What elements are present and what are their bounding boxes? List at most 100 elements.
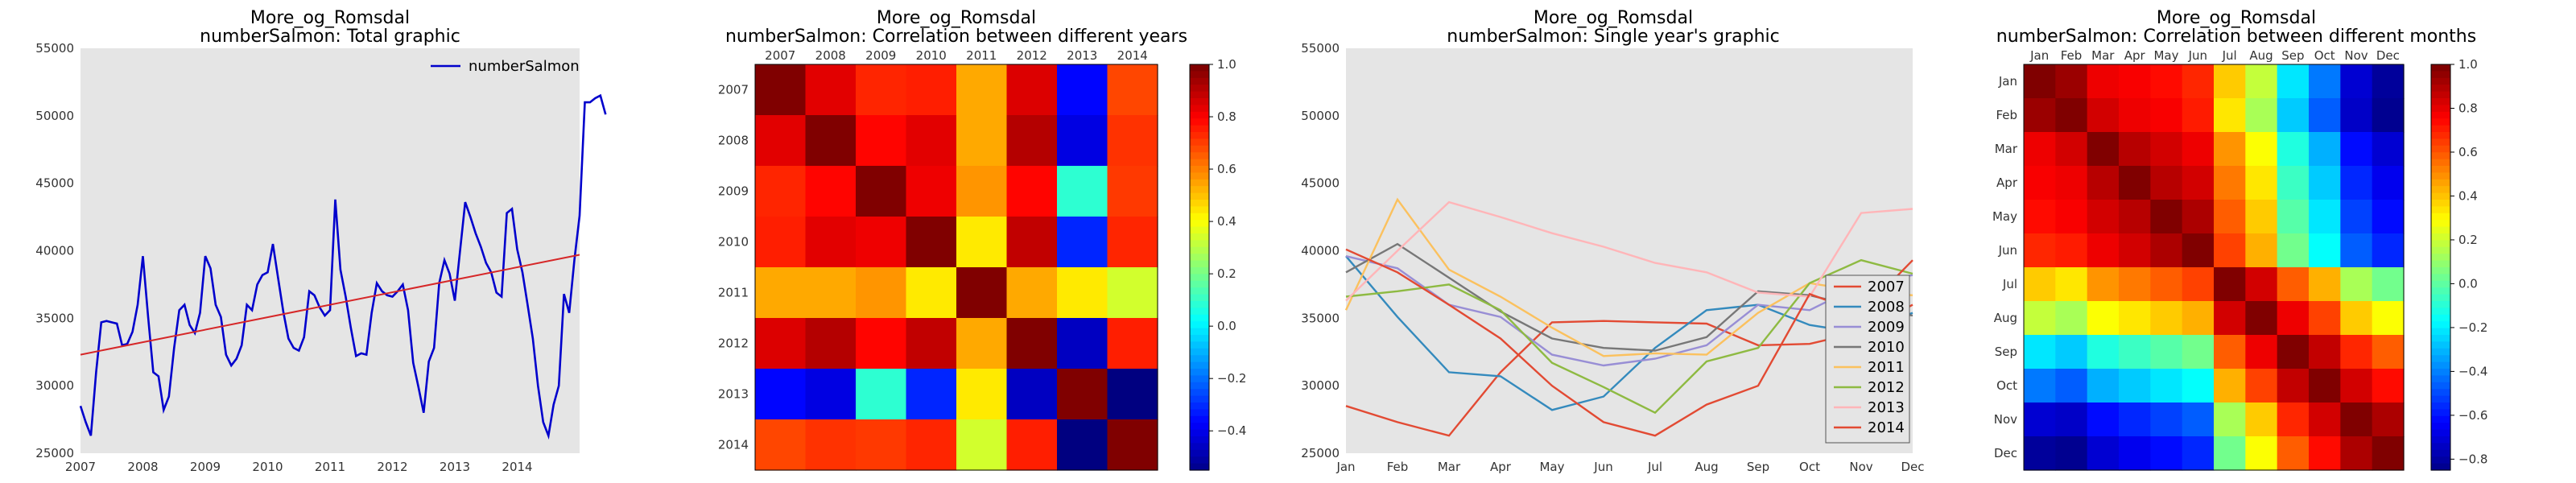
chart3-legend-label: 2013 bbox=[1868, 399, 1905, 416]
chart3-x-tick: Jan bbox=[1335, 460, 1355, 474]
chart3-x-tick: Sep bbox=[1747, 460, 1769, 474]
chart2-cell bbox=[1107, 64, 1158, 116]
chart4-col-label: Oct bbox=[2314, 48, 2335, 63]
chart2-row-label: 2010 bbox=[718, 235, 749, 250]
chart2-cell bbox=[805, 267, 857, 319]
chart2-colorbar-band bbox=[1190, 423, 1209, 431]
chart2-colorbar-band bbox=[1190, 267, 1209, 275]
chart4-cell bbox=[2182, 98, 2215, 133]
chart4-cell bbox=[2150, 200, 2183, 234]
chart4-cell bbox=[2119, 166, 2151, 200]
chart2-colorbar-band bbox=[1190, 375, 1209, 383]
chart4-cell bbox=[2055, 402, 2088, 437]
chart4-cell bbox=[2024, 166, 2056, 200]
chart4-cell bbox=[2214, 233, 2246, 268]
chart4-cell bbox=[2055, 267, 2088, 302]
chart2-colorbar-band bbox=[1190, 64, 1209, 72]
chart4-colorbar-band bbox=[2431, 389, 2450, 397]
chart4-cell bbox=[2277, 64, 2310, 99]
chart4-colorbar-band bbox=[2431, 429, 2450, 437]
chart2-cell bbox=[1006, 64, 1058, 116]
chart4-colorbar-tick: 0.6 bbox=[2458, 145, 2478, 159]
chart4-cell bbox=[2340, 267, 2373, 302]
chart4-colorbar-band bbox=[2431, 328, 2450, 336]
chart4-cell bbox=[2055, 200, 2088, 234]
chart2-colorbar-tick: 0.0 bbox=[1217, 319, 1236, 333]
chart4-cell bbox=[2087, 335, 2120, 369]
chart1-trend-line bbox=[80, 254, 580, 356]
chart4-cell bbox=[2372, 267, 2405, 302]
chart4-cell bbox=[2024, 301, 2056, 336]
chart4-cell bbox=[2214, 267, 2246, 302]
chart2-cell bbox=[1057, 318, 1108, 369]
chart2-colorbar-band bbox=[1190, 166, 1209, 173]
chart4-colorbar-band bbox=[2431, 294, 2450, 302]
chart4-colorbar-band bbox=[2431, 71, 2450, 79]
chart4-colorbar-tick: 0.8 bbox=[2458, 101, 2478, 115]
chart4-cell bbox=[2087, 233, 2120, 268]
chart3-x-tick: Dec bbox=[1901, 460, 1924, 474]
chart4-cell bbox=[2119, 132, 2151, 167]
chart4-cell bbox=[2245, 233, 2278, 268]
chart2-colorbar-tick: 0.4 bbox=[1217, 214, 1236, 229]
chart2-cell bbox=[805, 115, 857, 167]
chart2-cell bbox=[755, 318, 807, 369]
chart1-y-tick: 45000 bbox=[35, 176, 74, 191]
chart4-cell bbox=[2055, 335, 2088, 369]
chart2-cell bbox=[755, 64, 807, 116]
chart3-plot-area bbox=[1346, 48, 1913, 453]
chart4-colorbar-band bbox=[2431, 314, 2450, 322]
chart4-cell bbox=[2372, 233, 2405, 268]
chart4-cell bbox=[2277, 98, 2310, 133]
chart4-cell bbox=[2277, 267, 2310, 302]
chart2-colorbar-band bbox=[1190, 409, 1209, 417]
chart4-cell bbox=[2245, 267, 2278, 302]
chart2-cell bbox=[956, 115, 1008, 167]
chart4-cell bbox=[2024, 200, 2056, 234]
chart2-cell bbox=[755, 115, 807, 167]
chart2-colorbar-band bbox=[1190, 192, 1209, 200]
chart4-cell bbox=[2372, 132, 2405, 167]
chart2-cell bbox=[1107, 267, 1158, 319]
chart4-cell bbox=[2024, 335, 2056, 369]
chart4-col-label: Apr bbox=[2124, 48, 2146, 63]
chart1-legend-label: numberSalmon bbox=[469, 58, 580, 75]
chart4-colorbar-band bbox=[2431, 179, 2450, 187]
chart4-cell bbox=[2055, 166, 2088, 200]
chart2-cell bbox=[755, 267, 807, 319]
chart4-cell bbox=[2150, 233, 2183, 268]
chart4-cell bbox=[2340, 64, 2373, 99]
chart4-col-label: May bbox=[2153, 48, 2178, 63]
chart4-cell bbox=[2214, 166, 2246, 200]
chart2-colorbar-band bbox=[1190, 348, 1209, 356]
chart4-subtitle: numberSalmon: Correlation between differ… bbox=[1996, 27, 2476, 47]
chart4-cell bbox=[2024, 267, 2056, 302]
chart3-y-tick: 45000 bbox=[1301, 176, 1340, 191]
chart4-heatmap: Jan Jan Feb Feb Mar Mar Apr Apr May May Jun Jun Jul J… bbox=[1992, 48, 2487, 471]
chart4-colorbar-tick: −0.2 bbox=[2458, 320, 2487, 335]
chart2-colorbar-band bbox=[1190, 125, 1209, 133]
chart3-x-tick: Jun bbox=[1593, 460, 1612, 474]
chart2-colorbar-band bbox=[1190, 71, 1209, 79]
chart4-cell bbox=[2214, 369, 2246, 403]
chart4-cell bbox=[2340, 132, 2373, 167]
chart4-cell bbox=[2214, 436, 2246, 471]
chart2-cell bbox=[1057, 369, 1108, 420]
chart2-colorbar-tick: 0.8 bbox=[1217, 109, 1236, 124]
chart3-plot: 25000 30000 35000 40000 45000 50000 55000 Jan Fe… bbox=[1301, 41, 1924, 474]
chart2-cell bbox=[856, 318, 907, 369]
chart2-colorbar-band bbox=[1190, 301, 1209, 308]
chart1-x-tick: 2009 bbox=[190, 460, 221, 474]
chart2-col-label: 2014 bbox=[1117, 48, 1148, 63]
chart2-col-label: 2013 bbox=[1067, 48, 1097, 63]
chart4-row-label: Feb bbox=[1996, 108, 2017, 122]
chart3-legend-box bbox=[1825, 275, 1910, 444]
chart2-cell bbox=[956, 318, 1008, 369]
chart4-cell bbox=[2340, 200, 2373, 234]
chart4-cell bbox=[2150, 436, 2183, 471]
chart4-col-label: Feb bbox=[2061, 48, 2083, 63]
chart4-colorbar-band bbox=[2431, 456, 2450, 464]
chart2-colorbar-band bbox=[1190, 369, 1209, 376]
chart4-colorbar-band bbox=[2431, 260, 2450, 268]
chart1-x-tick: 2010 bbox=[252, 460, 283, 474]
